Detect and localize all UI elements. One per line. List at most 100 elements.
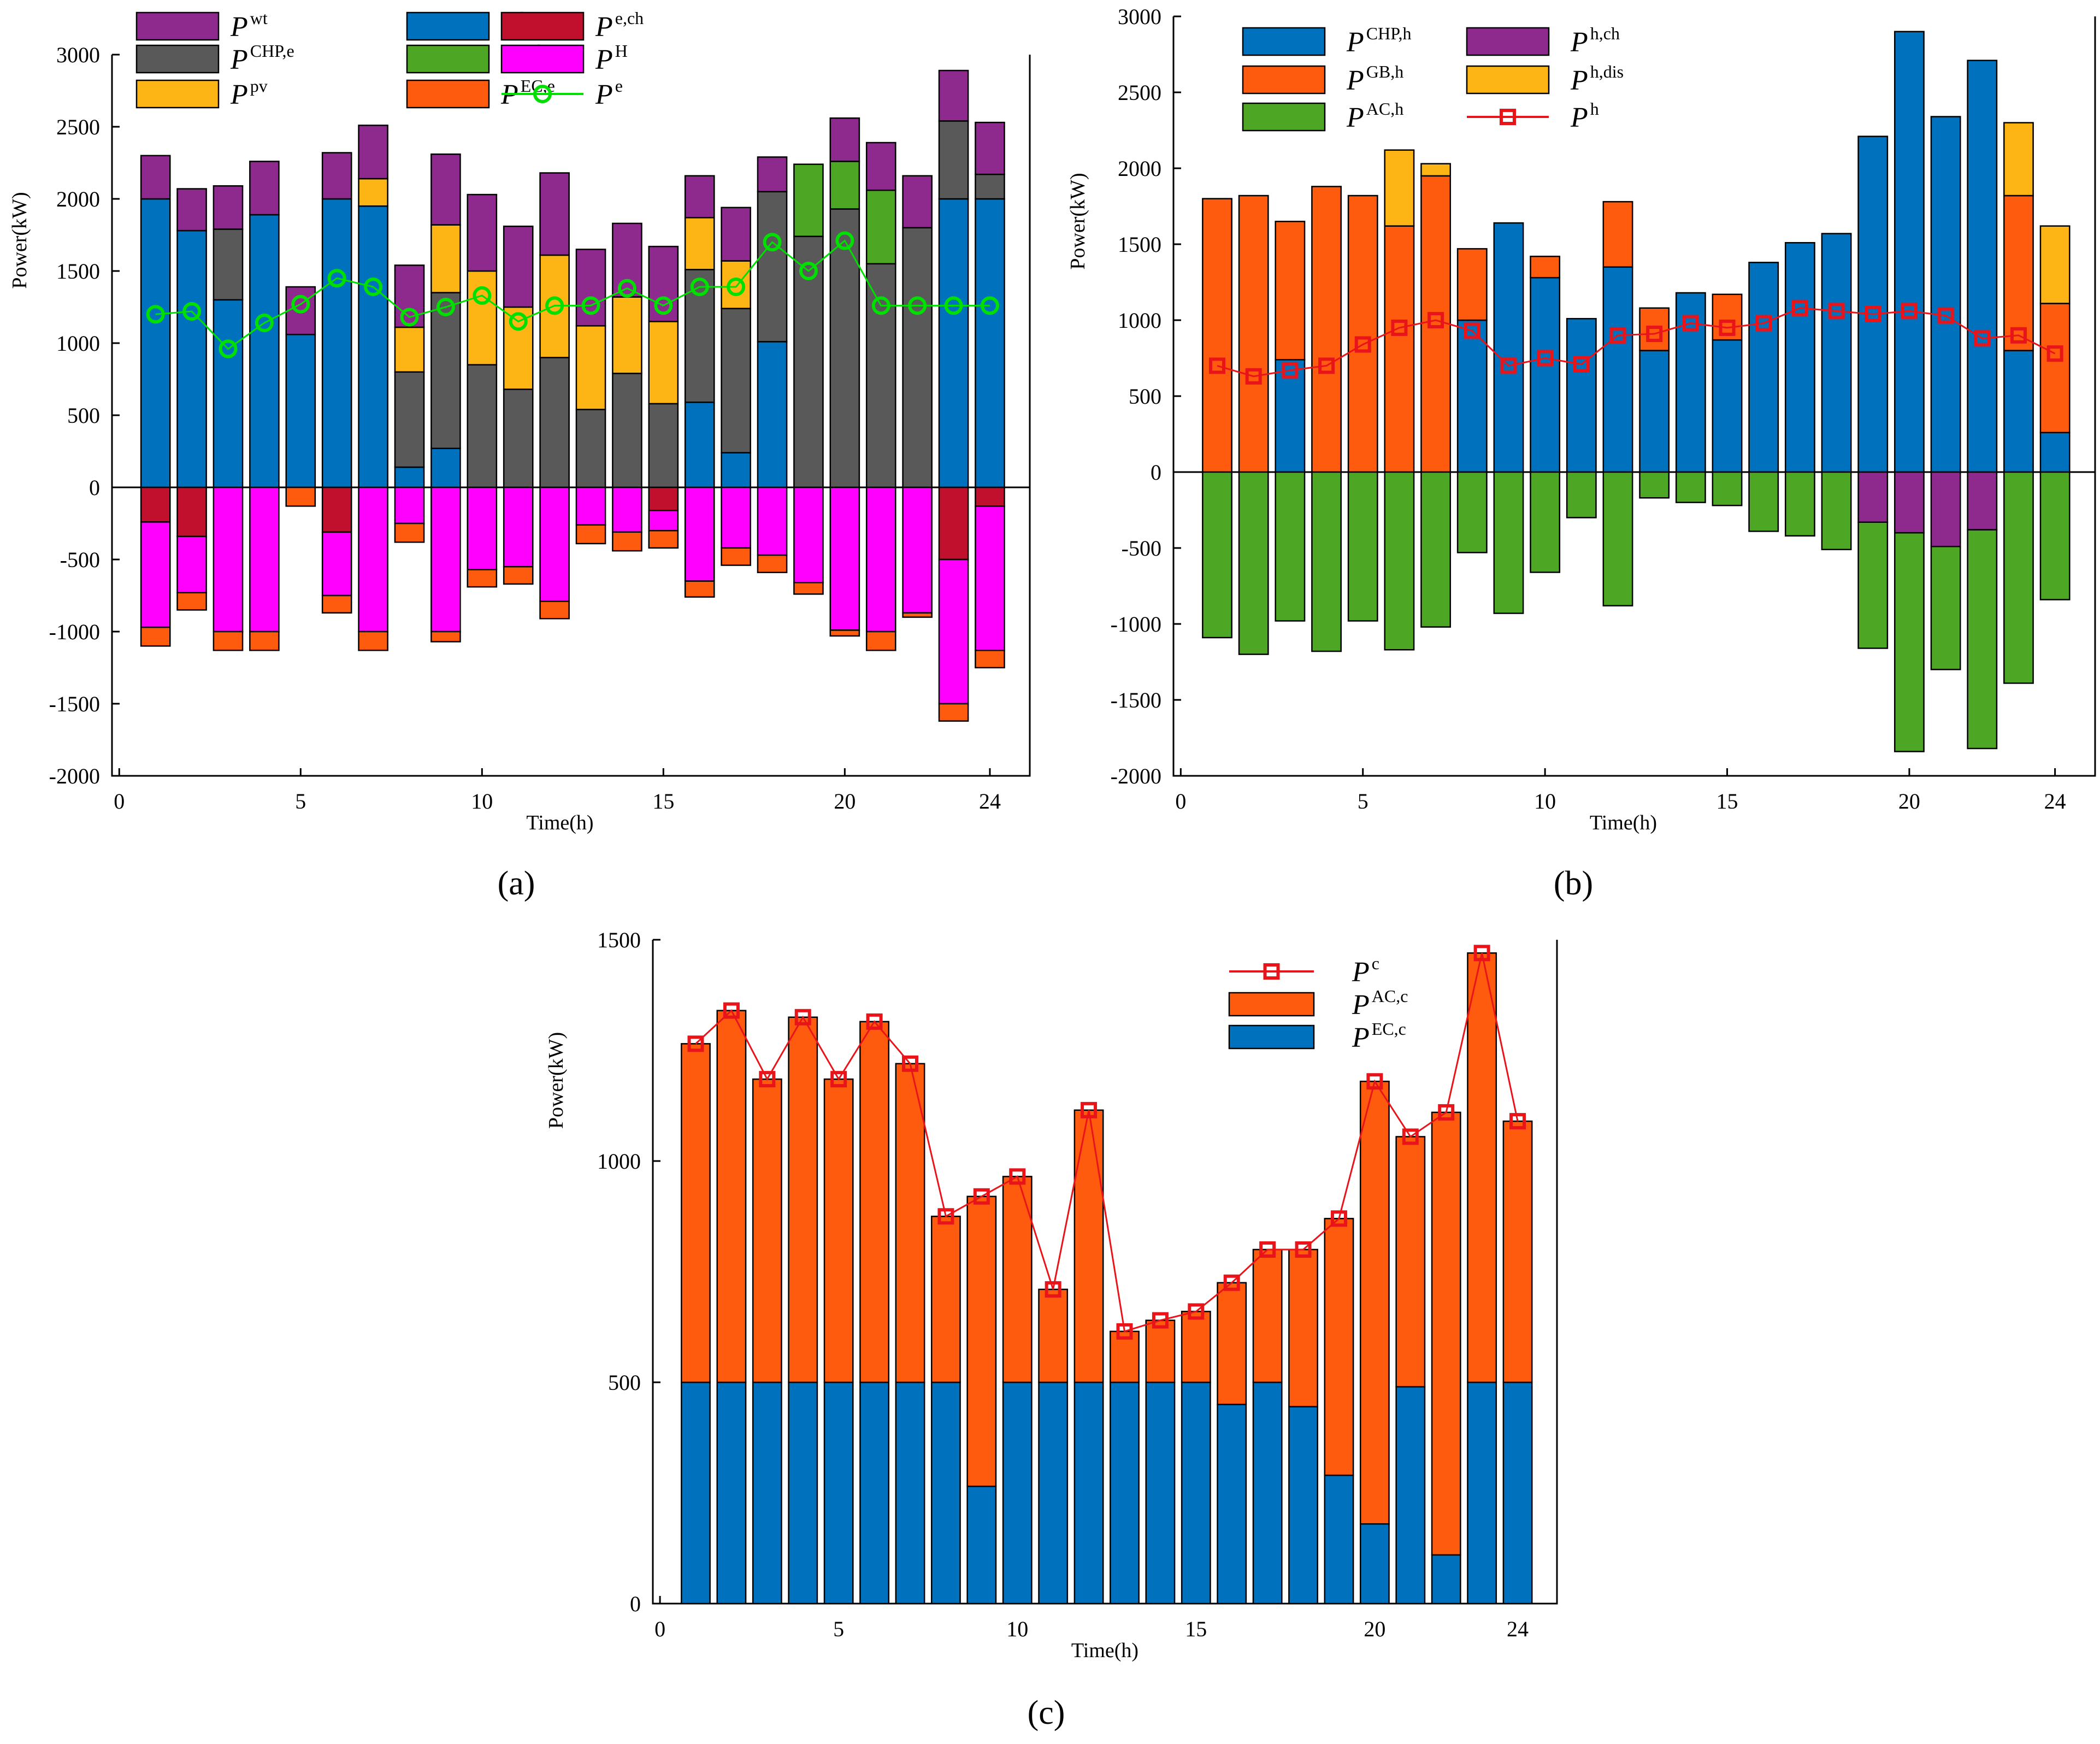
marker-ph-4 <box>1318 357 1335 374</box>
bar-ec-6 <box>859 1381 889 1605</box>
bar-ac-17 <box>1784 471 1815 537</box>
marker-ph-13 <box>1646 326 1663 343</box>
marker-pc-14 <box>1152 1312 1169 1329</box>
bar-ch-23 <box>938 486 969 561</box>
bar-heat-12 <box>539 486 570 602</box>
bar-chp-8 <box>1456 319 1488 473</box>
marker-pc-10 <box>1009 1168 1026 1185</box>
marker-pe-4 <box>255 314 274 333</box>
marker-pe-1 <box>146 305 165 324</box>
y-tick-label: 500 <box>608 1370 641 1395</box>
bar-ac-18 <box>1288 1248 1318 1407</box>
marker-pe-9 <box>436 298 455 316</box>
bar-buy-18 <box>757 341 788 488</box>
bar-wt-16 <box>684 175 715 219</box>
bar-hdis-24 <box>2039 225 2070 304</box>
bar-ec-24 <box>1502 1381 1533 1605</box>
x-axis-title: Time(h) <box>1071 1639 1139 1662</box>
marker-pe-24 <box>980 296 999 315</box>
x-tick-label: 24 <box>979 789 1001 814</box>
panel-label-c: (c) <box>1028 1694 1065 1731</box>
bar-chp-11 <box>503 388 534 488</box>
legend-swatch-ec <box>406 79 490 109</box>
bar-ec-11 <box>503 565 534 585</box>
bar-ec-17 <box>721 547 751 566</box>
marker-pc-9 <box>973 1188 990 1205</box>
bar-wt-20 <box>829 117 860 162</box>
bar-ac-12 <box>1073 1109 1104 1383</box>
bar-pv-13 <box>575 325 606 410</box>
bar-ac-16 <box>1748 471 1779 532</box>
y-tick-label: -1500 <box>49 692 100 716</box>
x-tick-label: 0 <box>114 789 125 814</box>
bar-heat-3 <box>213 486 244 633</box>
bar-chp-17 <box>1784 241 1815 473</box>
bar-hch-19 <box>1857 471 1889 523</box>
bar-ac-24 <box>1502 1120 1533 1383</box>
marker-pe-7 <box>364 278 383 297</box>
y-tick-label: 0 <box>89 475 100 500</box>
bar-chp-22 <box>1967 60 1998 473</box>
legend-marker-pe <box>533 85 552 103</box>
bar-buy-7 <box>358 205 388 488</box>
marker-pe-22 <box>908 296 927 315</box>
bar-ac-3 <box>752 1078 782 1383</box>
bar-ac-8 <box>930 1216 961 1383</box>
bar-ec-3 <box>213 631 244 651</box>
bar-ec-1 <box>140 626 171 647</box>
bar-chp-12 <box>1602 266 1633 473</box>
marker-ph-18 <box>1828 303 1845 320</box>
marker-ph-2 <box>1245 368 1262 385</box>
y-tick-label: 1000 <box>597 1149 641 1174</box>
marker-ph-6 <box>1391 319 1408 336</box>
bar-heat-20 <box>829 486 860 631</box>
bar-buy-23 <box>938 198 969 488</box>
marker-ph-21 <box>1937 307 1954 324</box>
marker-ph-1 <box>1209 357 1226 374</box>
bar-heat-22 <box>902 486 933 614</box>
bar-buy-6 <box>321 198 352 488</box>
bar-pv-16 <box>684 217 715 270</box>
marker-pc-18 <box>1295 1241 1312 1258</box>
y-tick-label: -1000 <box>1111 612 1161 637</box>
bar-ac-9 <box>1493 471 1524 614</box>
x-tick-label: 5 <box>295 789 306 814</box>
legend-label-chp: P CHP,h <box>1346 23 1411 58</box>
marker-pe-14 <box>617 279 636 298</box>
marker-pe-23 <box>944 296 963 315</box>
bar-ac-9 <box>966 1195 997 1487</box>
bar-ec-8 <box>394 522 425 543</box>
bar-wt-4 <box>249 161 280 216</box>
bar-pv-7 <box>358 178 388 207</box>
bar-ac-19 <box>1324 1218 1354 1476</box>
bar-ch-1 <box>140 486 171 523</box>
bar-chp-20 <box>829 208 860 488</box>
legend-label-ac: P AC,c <box>1352 986 1408 1021</box>
legend-marker-ph <box>1500 109 1516 125</box>
y-tick-label: 2500 <box>1118 80 1161 105</box>
line-pc <box>695 952 1519 1333</box>
marker-pc-19 <box>1330 1210 1347 1227</box>
x-tick-label: 20 <box>834 789 856 814</box>
legend-label-chp: P CHP,e <box>230 41 294 75</box>
bar-ec-9 <box>430 631 461 643</box>
y-tick-label: 2500 <box>56 115 100 139</box>
y-axis-title: Power(kW) <box>1066 173 1089 269</box>
bar-ec-11 <box>1038 1381 1069 1605</box>
legend-swatch-dis <box>406 44 490 74</box>
marker-ph-7 <box>1427 312 1444 328</box>
x-tick-label: 5 <box>1358 789 1368 814</box>
bar-ch-24 <box>975 486 1005 507</box>
marker-pe-19 <box>799 262 818 280</box>
marker-pc-24 <box>1509 1113 1526 1130</box>
bar-buy-24 <box>975 198 1005 488</box>
bar-pv-17 <box>721 260 751 309</box>
y-tick-label: 1500 <box>1118 232 1161 257</box>
marker-pe-17 <box>727 278 746 297</box>
bar-ac-4 <box>788 1016 818 1383</box>
